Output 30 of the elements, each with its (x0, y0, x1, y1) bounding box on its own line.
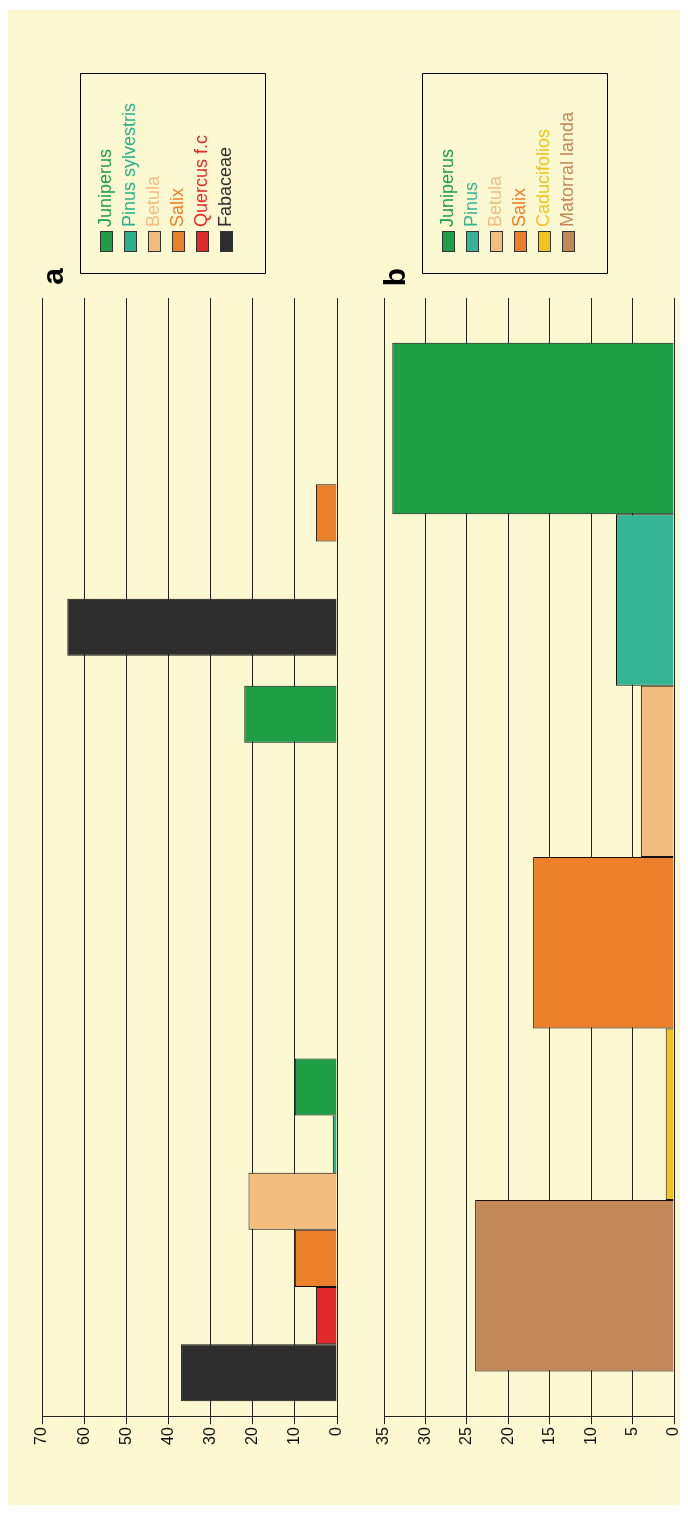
text: Fabaceae (214, 146, 235, 227)
x-tick-label: 50 (116, 1427, 134, 1445)
x-tick-label: 70 (32, 1427, 50, 1445)
x-tick-label: 30 (200, 1427, 218, 1445)
text: Juniperus (436, 148, 457, 227)
text: Pinus (460, 181, 481, 227)
text: Salix (508, 187, 529, 227)
x-tick-label: 0 (327, 1427, 345, 1437)
text: Betula (484, 174, 505, 227)
text: Juniperus (94, 148, 115, 227)
x-tick-label: 20 (243, 1427, 261, 1445)
text: Pinus sylvestris (118, 102, 139, 227)
x-tick-label: 60 (74, 1427, 92, 1445)
x-tick-label: 25 (457, 1427, 475, 1445)
x-tick-label: 5 (622, 1427, 640, 1437)
x-tick-label: 35 (374, 1427, 392, 1445)
x-tick-label: 30 (415, 1427, 433, 1445)
x-tick-label: 10 (581, 1427, 599, 1445)
text: Betula (142, 174, 163, 227)
x-tick-label: 0 (664, 1427, 682, 1437)
x-tick-label: 20 (498, 1427, 516, 1445)
chart-title: b (378, 268, 411, 287)
text: Caducifolios (532, 128, 553, 227)
x-tick-label: 15 (540, 1427, 558, 1445)
text: Salix (166, 187, 187, 227)
text: Matorral landa (556, 110, 577, 227)
text: Quercus f.c (190, 134, 211, 227)
x-tick-label: 10 (285, 1427, 303, 1445)
chart-title: a (36, 268, 69, 285)
x-tick-label: 40 (158, 1427, 176, 1445)
